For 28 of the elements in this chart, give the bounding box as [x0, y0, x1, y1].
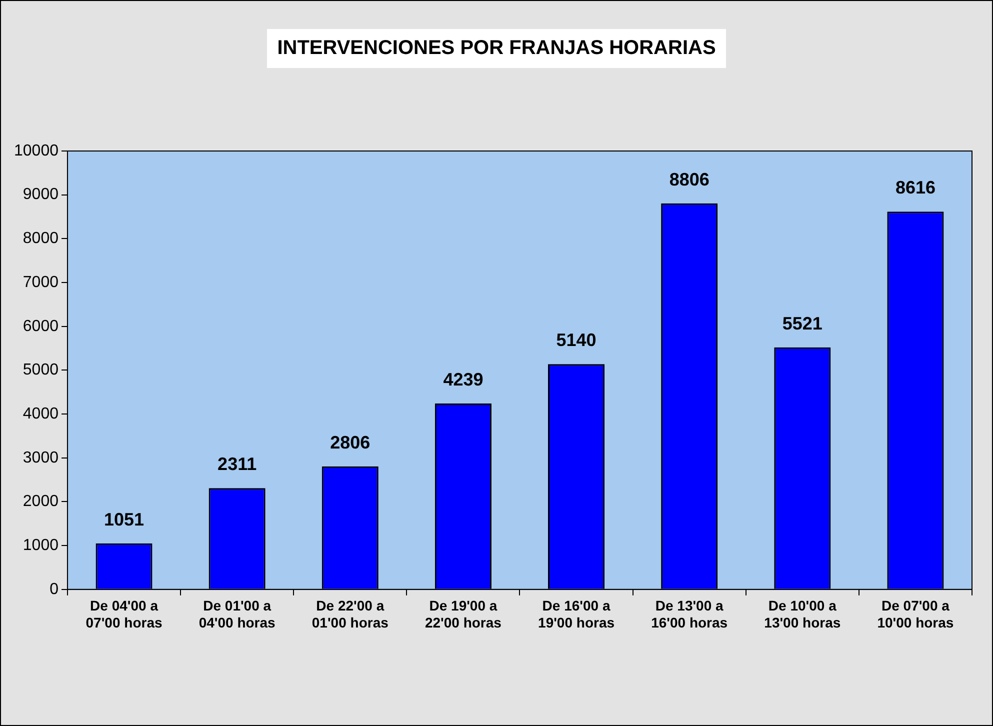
y-tick-label: 1000: [22, 536, 59, 554]
y-tick-label: 10000: [14, 142, 59, 160]
data-label: 5521: [782, 313, 822, 334]
x-tick-label: De 19'00 a 22'00 horas: [424, 598, 502, 630]
y-tick-label: 0: [50, 580, 59, 598]
data-label: 8616: [895, 178, 936, 198]
data-label: 2311: [218, 454, 257, 474]
x-tick-label: De 16'00 a 19'00 horas: [538, 598, 615, 630]
chart-title: INTERVENCIONES POR FRANJAS HORARIAS: [267, 29, 726, 68]
y-tick-label: 2000: [22, 493, 59, 510]
x-tick-label: De 13'00 a 16'00 horas: [651, 598, 728, 630]
x-tick-label: De 07'00 a 10'00 horas: [877, 598, 954, 630]
data-label: 2806: [330, 432, 370, 452]
data-label: 1051: [104, 509, 144, 530]
y-tick-label: 8000: [22, 230, 59, 248]
y-tick-label: 3000: [22, 449, 59, 466]
x-tick-label: De 01'00 a 04'00 horas: [198, 598, 276, 630]
data-label: 4239: [443, 370, 484, 390]
y-tick-label: 5000: [22, 362, 59, 379]
y-tick-label: 6000: [22, 318, 59, 335]
data-label: 5140: [556, 330, 596, 350]
data-label: 8806: [669, 169, 710, 190]
y-tick-label: 4000: [22, 405, 59, 422]
x-tick-label: De 04'00 a 07'00 horas: [86, 598, 162, 630]
x-tick-label: De 22'00 a 01'00 horas: [312, 598, 389, 630]
x-tick-label: De 10'00 a 13'00 horas: [764, 598, 841, 630]
y-tick-label: 7000: [22, 274, 59, 291]
y-tick-label: 9000: [22, 186, 59, 204]
